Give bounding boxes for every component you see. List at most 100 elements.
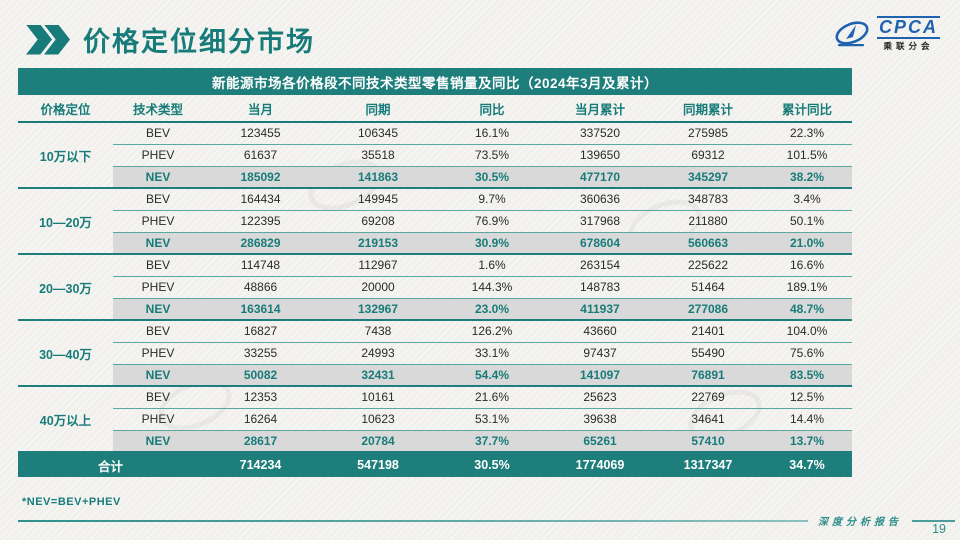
table-header-row: 价格定位 技术类型 当月 同期 同比 当月累计 同期累计 累计同比 — [18, 95, 852, 123]
value-cell: 33.1% — [438, 342, 546, 365]
table-title: 新能源市场各价格段不同技术类型零售销量及同比（2024年3月及累计） — [18, 68, 852, 95]
tech-type-label: BEV — [113, 320, 203, 343]
table-row: PHEV 61637 35518 73.5% 139650 69312 101.5% — [18, 144, 852, 167]
value-cell: 149945 — [318, 188, 438, 211]
value-cell: 69208 — [318, 210, 438, 233]
value-cell: 139650 — [546, 144, 654, 167]
footnote: *NEV=BEV+PHEV — [22, 496, 121, 508]
value-cell: 73.5% — [438, 144, 546, 167]
value-cell: 104.0% — [762, 320, 852, 343]
value-cell: 144.3% — [438, 276, 546, 299]
double-chevron-icon — [26, 24, 70, 55]
value-cell: 219153 — [318, 232, 438, 255]
tech-type-label: PHEV — [113, 408, 203, 431]
value-cell: 112967 — [318, 254, 438, 277]
total-value-cell: 714234 — [203, 452, 318, 477]
value-cell: 51464 — [654, 276, 762, 299]
column-header-ytd-yoy: 累计同比 — [762, 95, 852, 123]
value-cell: 97437 — [546, 342, 654, 365]
footer-line-left — [18, 519, 808, 522]
value-cell: 148783 — [546, 276, 654, 299]
footer-label: 深度分析报告 — [818, 517, 902, 528]
total-value-cell: 1317347 — [654, 452, 762, 477]
tech-type-label: PHEV — [113, 144, 203, 167]
value-cell: 132967 — [318, 298, 438, 321]
value-cell: 14.4% — [762, 408, 852, 431]
cpca-swoosh-icon — [835, 21, 869, 47]
tech-type-label: NEV — [113, 430, 203, 453]
value-cell: 16.1% — [438, 122, 546, 145]
column-header-tech-type: 技术类型 — [113, 95, 203, 123]
value-cell: 20784 — [318, 430, 438, 453]
price-segment-label: 30—40万 — [18, 320, 113, 387]
value-cell: 348783 — [654, 188, 762, 211]
column-header-same-period: 同期 — [318, 95, 438, 123]
value-cell: 30.9% — [438, 232, 546, 255]
value-cell: 141097 — [546, 364, 654, 387]
value-cell: 101.5% — [762, 144, 852, 167]
value-cell: 411937 — [546, 298, 654, 321]
column-header-same-period-ytd: 同期累计 — [654, 95, 762, 123]
value-cell: 7438 — [318, 320, 438, 343]
value-cell: 10623 — [318, 408, 438, 431]
value-cell: 16827 — [203, 320, 318, 343]
column-header-current-month: 当月 — [203, 95, 318, 123]
table-row: PHEV 16264 10623 53.1% 39638 34641 14.4% — [18, 408, 852, 431]
value-cell: 164434 — [203, 188, 318, 211]
value-cell: 560663 — [654, 232, 762, 255]
table-row: PHEV 122395 69208 76.9% 317968 211880 50.1% — [18, 210, 852, 233]
table-row: PHEV 48866 20000 144.3% 148783 51464 189.1% — [18, 276, 852, 299]
total-value-cell: 34.7% — [762, 452, 852, 477]
table-row: 20—30万 BEV 114748 112967 1.6% 263154 225622 16.… — [18, 254, 852, 321]
value-cell: 360636 — [546, 188, 654, 211]
tech-type-label: BEV — [113, 188, 203, 211]
value-cell: 83.5% — [762, 364, 852, 387]
value-cell: 337520 — [546, 122, 654, 145]
value-cell: 35518 — [318, 144, 438, 167]
value-cell: 24993 — [318, 342, 438, 365]
price-segment-label: 40万以上 — [18, 386, 113, 453]
value-cell: 21.6% — [438, 386, 546, 409]
value-cell: 39638 — [546, 408, 654, 431]
value-cell: 477170 — [546, 166, 654, 189]
value-cell: 55490 — [654, 342, 762, 365]
value-cell: 114748 — [203, 254, 318, 277]
value-cell: 38.2% — [762, 166, 852, 189]
value-cell: 23.0% — [438, 298, 546, 321]
value-cell: 286829 — [203, 232, 318, 255]
logo-subtitle: 乘联分会 — [883, 40, 934, 51]
table-row: NEV 185092 141863 30.5% 477170 345297 38.2% — [18, 166, 852, 189]
value-cell: 61637 — [203, 144, 318, 167]
value-cell: 275985 — [654, 122, 762, 145]
value-cell: 22.3% — [762, 122, 852, 145]
table-row: NEV 50082 32431 54.4% 141097 76891 83.5% — [18, 364, 852, 387]
value-cell: 50082 — [203, 364, 318, 387]
value-cell: 37.7% — [438, 430, 546, 453]
value-cell: 20000 — [318, 276, 438, 299]
value-cell: 3.4% — [762, 188, 852, 211]
value-cell: 163614 — [203, 298, 318, 321]
value-cell: 54.4% — [438, 364, 546, 387]
value-cell: 76891 — [654, 364, 762, 387]
tech-type-label: NEV — [113, 364, 203, 387]
price-segment-label: 10—20万 — [18, 188, 113, 255]
price-segment-label: 10万以下 — [18, 122, 113, 189]
value-cell: 211880 — [654, 210, 762, 233]
value-cell: 43660 — [546, 320, 654, 343]
value-cell: 277086 — [654, 298, 762, 321]
table-row: 10—20万 BEV 164434 149945 9.7% 360636 348783 3.4… — [18, 188, 852, 255]
tech-type-label: BEV — [113, 122, 203, 145]
table-body: 10万以下 BEV 123455 106345 16.1% 337520 275985 22.… — [18, 122, 852, 453]
value-cell: 185092 — [203, 166, 318, 189]
table-row: NEV 163614 132967 23.0% 411937 277086 48.7% — [18, 298, 852, 321]
value-cell: 16.6% — [762, 254, 852, 277]
column-header-price-position: 价格定位 — [18, 95, 113, 123]
value-cell: 21.0% — [762, 232, 852, 255]
value-cell: 12.5% — [762, 386, 852, 409]
tech-type-label: NEV — [113, 166, 203, 189]
table-row: PHEV 33255 24993 33.1% 97437 55490 75.6% — [18, 342, 852, 365]
value-cell: 678604 — [546, 232, 654, 255]
tech-type-label: PHEV — [113, 276, 203, 299]
page-title: 价格定位细分市场 — [83, 27, 315, 57]
value-cell: 141863 — [318, 166, 438, 189]
